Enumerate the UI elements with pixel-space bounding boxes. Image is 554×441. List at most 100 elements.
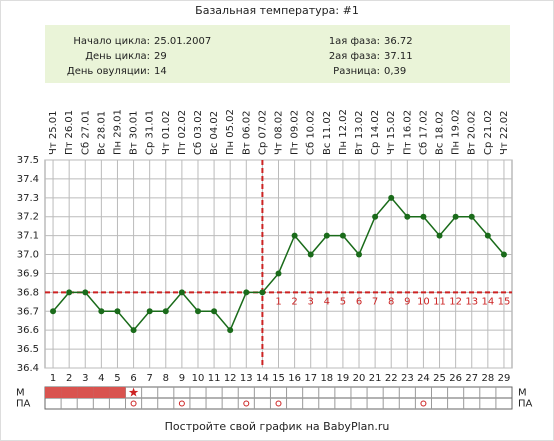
y-tick-label: 36.7 bbox=[17, 306, 39, 317]
x-tick-label: 24 bbox=[417, 373, 430, 384]
x-tick-label: 27 bbox=[465, 373, 478, 384]
y-tick-label: 37.4 bbox=[17, 174, 39, 185]
y-tick-label: 36.8 bbox=[17, 287, 39, 298]
row-label: ПА bbox=[518, 399, 533, 410]
x-tick-label: 20 bbox=[353, 373, 366, 384]
info-label: 2ая фаза: bbox=[329, 51, 380, 62]
y-tick-label: 36.6 bbox=[17, 325, 39, 336]
chart-title: Базальная температура: #1 bbox=[195, 4, 359, 17]
date-label: Вт 13.02 bbox=[354, 111, 365, 156]
temperature-point bbox=[436, 232, 443, 239]
x-tick-label: 3 bbox=[82, 373, 88, 384]
temperature-point bbox=[307, 251, 314, 258]
date-label: Сб 03.02 bbox=[193, 110, 204, 155]
temperature-point bbox=[404, 213, 411, 220]
date-label: Пт 09.02 bbox=[290, 110, 301, 155]
x-tick-label: 15 bbox=[272, 373, 285, 384]
x-tick-label: 19 bbox=[337, 373, 350, 384]
date-label: Чт 25.01 bbox=[48, 111, 59, 156]
post-ovulation-day: 6 bbox=[356, 296, 362, 307]
info-value: 14 bbox=[154, 66, 167, 77]
temperature-point bbox=[291, 232, 298, 239]
bleeding-cell bbox=[109, 387, 126, 398]
post-ovulation-day: 3 bbox=[308, 296, 314, 307]
temperature-point bbox=[468, 213, 475, 220]
y-tick-label: 36.4 bbox=[17, 363, 39, 374]
x-tick-label: 6 bbox=[130, 373, 136, 384]
x-tick-label: 25 bbox=[433, 373, 446, 384]
x-tick-label: 8 bbox=[163, 373, 169, 384]
info-value: 0,39 bbox=[384, 66, 406, 77]
info-label: Разница: bbox=[333, 66, 380, 77]
x-tick-label: 14 bbox=[256, 373, 269, 384]
date-label: Пн 29.01 bbox=[112, 109, 123, 155]
temperature-point bbox=[66, 289, 73, 296]
x-tick-label: 22 bbox=[385, 373, 398, 384]
temperature-point bbox=[243, 289, 250, 296]
post-ovulation-day: 5 bbox=[340, 296, 346, 307]
post-ovulation-day: 14 bbox=[481, 296, 494, 307]
x-tick-label: 5 bbox=[114, 373, 120, 384]
y-tick-label: 36.5 bbox=[17, 344, 39, 355]
date-label: Сб 27.01 bbox=[80, 110, 91, 155]
temperature-point bbox=[372, 213, 379, 220]
temperature-point bbox=[452, 213, 459, 220]
temperature-point bbox=[130, 327, 137, 334]
temperature-point bbox=[98, 308, 105, 315]
x-tick-label: 7 bbox=[146, 373, 152, 384]
info-value: 36.72 bbox=[384, 36, 413, 47]
row-label: М bbox=[518, 388, 527, 399]
post-ovulation-day: 1 bbox=[275, 296, 281, 307]
pa-mark bbox=[243, 400, 250, 407]
temperature-point bbox=[259, 289, 266, 296]
temperature-point bbox=[50, 308, 57, 315]
row-label: М bbox=[16, 388, 25, 399]
post-ovulation-day: 13 bbox=[465, 296, 478, 307]
date-label: Чт 08.02 bbox=[274, 111, 285, 156]
date-label: Пт 16.02 bbox=[402, 110, 413, 155]
date-label: Ср 31.01 bbox=[145, 110, 156, 155]
temperature-point bbox=[500, 251, 507, 258]
row-label: ПА bbox=[16, 399, 31, 410]
post-ovulation-day: 9 bbox=[404, 296, 410, 307]
x-tick-label: 10 bbox=[192, 373, 205, 384]
temperature-point bbox=[194, 308, 201, 315]
temperature-point bbox=[388, 194, 395, 201]
post-ovulation-day: 12 bbox=[449, 296, 462, 307]
date-label: Вс 18.02 bbox=[435, 111, 446, 155]
info-label: Начало цикла: bbox=[73, 36, 150, 47]
pa-mark bbox=[275, 400, 282, 407]
info-value: 25.01.2007 bbox=[154, 36, 211, 47]
date-label: Пт 26.01 bbox=[64, 110, 75, 155]
x-tick-label: 12 bbox=[224, 373, 237, 384]
info-value: 37.11 bbox=[384, 51, 413, 62]
x-tick-label: 11 bbox=[208, 373, 221, 384]
x-tick-label: 23 bbox=[401, 373, 414, 384]
temperature-point bbox=[420, 213, 427, 220]
x-tick-label: 29 bbox=[498, 373, 511, 384]
post-ovulation-day: 7 bbox=[372, 296, 378, 307]
info-label: День цикла: bbox=[85, 51, 150, 62]
date-label: Пн 19.02 bbox=[451, 109, 462, 155]
x-tick-label: 18 bbox=[320, 373, 333, 384]
x-tick-label: 16 bbox=[288, 373, 301, 384]
x-tick-label: 21 bbox=[369, 373, 382, 384]
date-label: Ср 21.02 bbox=[483, 110, 494, 155]
date-label: Вт 20.02 bbox=[467, 111, 478, 156]
x-tick-label: 13 bbox=[240, 373, 253, 384]
post-ovulation-day: 11 bbox=[433, 296, 446, 307]
info-label: День овуляции: bbox=[67, 66, 150, 77]
bleeding-cell bbox=[77, 387, 94, 398]
date-label: Вт 06.02 bbox=[241, 111, 252, 155]
temperature-point bbox=[275, 270, 282, 277]
x-tick-label: 2 bbox=[66, 373, 72, 384]
info-value: 29 bbox=[154, 51, 167, 62]
bleeding-cell bbox=[45, 387, 62, 398]
date-label: Чт 01.02 bbox=[161, 111, 172, 156]
date-label: Вс 11.02 bbox=[322, 111, 333, 155]
y-tick-label: 37.0 bbox=[17, 250, 39, 261]
temperature-point bbox=[178, 289, 185, 296]
temperature-point bbox=[146, 308, 153, 315]
date-label: Вт 30.01 bbox=[129, 111, 140, 156]
